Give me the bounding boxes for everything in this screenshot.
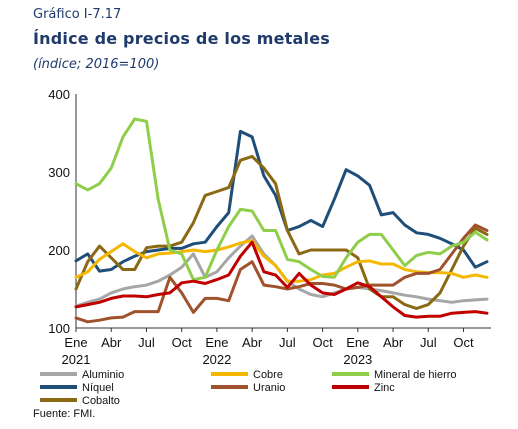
legend-label: Cobre	[253, 369, 283, 381]
x-tick-label: Oct	[312, 335, 333, 350]
x-tick-year-label: 2021	[62, 352, 91, 367]
x-tick-label: Jul	[138, 335, 155, 350]
x-tick-label: Jul	[279, 335, 296, 350]
legend-label: Níquel	[82, 382, 114, 394]
y-tick-label: 100	[48, 321, 70, 336]
x-tick-label: Ene	[205, 335, 228, 350]
series-line-zinc	[74, 240, 489, 319]
legend-label: Cobalto	[82, 395, 120, 407]
legend-label: Aluminio	[82, 369, 124, 381]
x-tick-label: Jul	[420, 335, 437, 350]
x-tick-label: Abr	[242, 335, 263, 350]
series-line-mineral-de-hierro	[74, 117, 489, 282]
y-tick-label: 400	[48, 87, 70, 102]
x-tick-year-label: 2023	[343, 352, 372, 367]
chart-subtitle: (índice; 2016=100)	[33, 57, 160, 72]
series-line-cobalto	[74, 154, 489, 310]
x-tick-label: Ene	[64, 335, 87, 350]
x-tick-label: Oct	[172, 335, 193, 350]
chart-title: Índice de precios de los metales	[33, 29, 330, 48]
legend-label: Uranio	[253, 382, 285, 394]
x-tick-label: Abr	[383, 335, 404, 350]
chart-number-label: Gráfico I-7.17	[33, 7, 122, 22]
x-tick-year-label: 2022	[202, 352, 231, 367]
source-note: Fuente: FMI.	[33, 408, 96, 420]
x-tick-label: Oct	[453, 335, 474, 350]
legend-label: Mineral de hierro	[374, 369, 457, 381]
y-tick-label: 200	[48, 243, 70, 258]
y-tick-label: 300	[48, 165, 70, 180]
x-tick-label: Abr	[101, 335, 122, 350]
series-line-uranio	[74, 223, 489, 324]
x-tick-label: Ene	[346, 335, 369, 350]
legend-label: Zinc	[374, 382, 395, 394]
